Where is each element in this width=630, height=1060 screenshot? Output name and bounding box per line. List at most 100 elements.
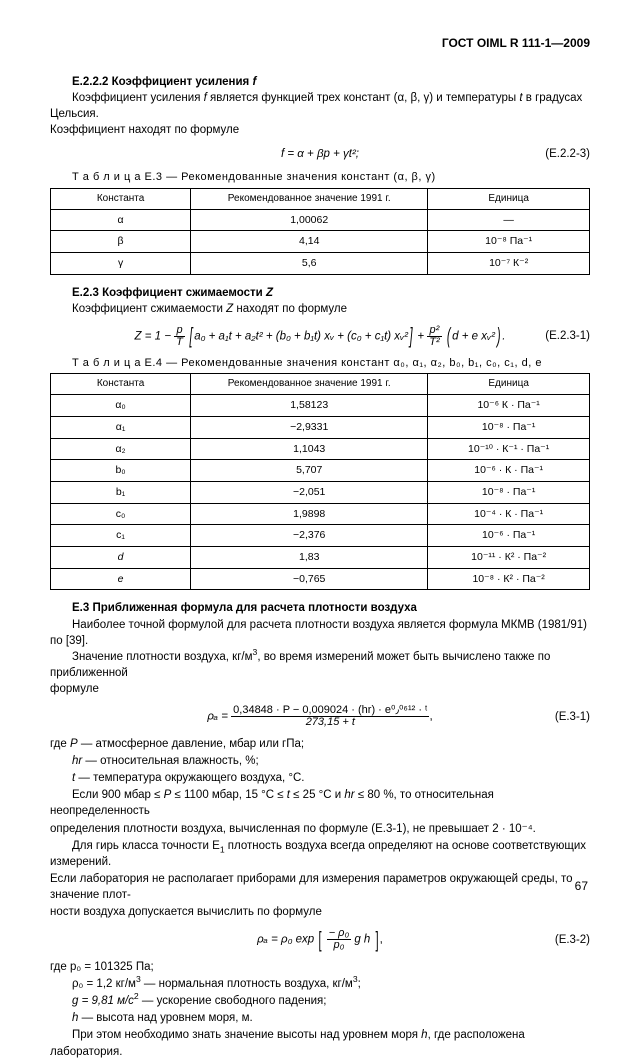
eq-num: (Е.2.3-1)	[506, 328, 591, 344]
sym: P	[70, 738, 78, 750]
table-row: b₁−2,05110⁻⁸ · Па⁻¹	[51, 482, 590, 504]
page-number: 67	[575, 878, 588, 895]
cell: α₀	[51, 395, 191, 417]
cell: —	[428, 209, 590, 231]
cell: 10⁻¹¹ · К² · Па⁻²	[428, 547, 590, 569]
section-e3-heading: Е.3 Приближенная формула для расчета пло…	[50, 600, 590, 616]
lhs: ρₐ = ρ₀ exp	[257, 934, 314, 946]
th-const: Константа	[51, 374, 191, 395]
table-e3: Константа Рекомендованное значение 1991 …	[50, 188, 590, 275]
frac-pT: pT	[174, 325, 185, 348]
text: — относительная влажность, %;	[82, 755, 258, 767]
e222-p1: Коэффициент усиления f является функцией…	[50, 90, 590, 122]
eq-body: ρₐ = 0,34848 · P − 0,009024 · (hr) · e⁰٫…	[207, 705, 432, 728]
formula-e231: Z = 1 − pT [a₀ + a₁t + a₂t² + (b₀ + b₁t)…	[50, 325, 590, 348]
text: Значение плотности воздуха, кг/м	[72, 651, 253, 663]
text: — нормальная плотность воздуха, кг/м	[141, 978, 353, 990]
frac: − ρ₀p₀	[327, 928, 351, 951]
formula-e223: f = α + βp + γt²; (Е.2.2-3)	[50, 146, 590, 162]
text: ≤ 1100 мбар, 15 °С ≤	[171, 789, 287, 801]
table-row: α1,00062—	[51, 209, 590, 231]
eq-body: ρₐ = ρ₀ exp [ − ρ₀p₀ g h ],	[257, 928, 383, 951]
cell: −2,9331	[191, 416, 428, 438]
cell: 5,707	[191, 460, 428, 482]
doc-id: ГОСТ OIML R 111-1—2009	[50, 35, 590, 52]
cell: 1,1043	[191, 438, 428, 460]
plus: +	[417, 330, 427, 342]
cell: γ	[51, 253, 191, 275]
text: ≤ 25 °С и	[290, 789, 344, 801]
cell: c₁	[51, 525, 191, 547]
cell: 10⁻⁴ · К · Па⁻¹	[428, 503, 590, 525]
cell: −0,765	[191, 568, 428, 590]
text: является функцией трех констант (α, β, γ…	[207, 92, 520, 104]
cell: 4,14	[191, 231, 428, 253]
formula-e32: ρₐ = ρ₀ exp [ − ρ₀p₀ g h ], (Е.3-2)	[50, 928, 590, 951]
eq-num: (Е.3-1)	[433, 709, 590, 725]
text: ρ₀ = 1,2 кг/м	[72, 978, 136, 990]
eq-num: (Е.2.2-3)	[359, 146, 590, 162]
cell: 10⁻¹⁰ · К⁻¹ · Па⁻¹	[428, 438, 590, 460]
section-e222-heading: Е.2.2.2 Коэффициент усиления f	[50, 74, 590, 90]
cell: 1,00062	[191, 209, 428, 231]
text: — ускорение свободного падения;	[139, 995, 327, 1007]
mid2: d + e xᵥ²	[452, 330, 495, 342]
lhs: Z = 1 −	[135, 330, 175, 342]
table-row: α₀1,5812310⁻⁶ К · Па⁻¹	[51, 395, 590, 417]
section-num: Е.2.3	[72, 287, 99, 299]
text: где p₀ = 101325 Па;	[50, 959, 590, 975]
cell: c₀	[51, 503, 191, 525]
text: — высота над уровнем моря, м.	[78, 1012, 252, 1024]
section-num: Е.3	[72, 602, 89, 614]
table-header-row: Константа Рекомендованное значение 1991 …	[51, 374, 590, 395]
vars-block-1: где P — атмосферное давление, мбар или г…	[50, 736, 590, 920]
table-row: γ5,610⁻⁷ К⁻²	[51, 253, 590, 275]
cell: 10⁻⁸ Па⁻¹	[428, 231, 590, 253]
th-val: Рекомендованное значение 1991 г.	[191, 188, 428, 209]
text: ;	[358, 978, 361, 990]
cell: e	[51, 568, 191, 590]
text: Коэффициент усиления	[72, 92, 204, 104]
cell: −2,376	[191, 525, 428, 547]
text: g = 9,81 м/с	[72, 995, 134, 1007]
table-e4: Константа Рекомендованное значение 1991 …	[50, 373, 590, 590]
e23-p1: Коэффициент сжимаемости Z находят по фор…	[50, 301, 590, 317]
lhs: ρₐ =	[207, 711, 231, 723]
table-row: e−0,76510⁻⁸ · К² · Па⁻²	[51, 568, 590, 590]
cell: β	[51, 231, 191, 253]
mid: a₀ + a₁t + a₂t² + (b₀ + b₁t) xᵥ + (c₀ + …	[194, 330, 408, 342]
eq-text: f = α + βp + γt²;	[281, 146, 359, 162]
cell: 10⁻⁶ · К · Па⁻¹	[428, 460, 590, 482]
eq-num: (Е.3-2)	[383, 932, 590, 948]
cell: 10⁻⁸ · Па⁻¹	[428, 482, 590, 504]
cell: −2,051	[191, 482, 428, 504]
table-e4-caption: Т а б л и ц а Е.4 — Рекомендованные знач…	[50, 356, 590, 371]
e3-p3: формуле	[50, 681, 590, 697]
section-sym: Z	[266, 287, 273, 299]
text: определения плотности воздуха, вычисленн…	[50, 821, 590, 837]
e222-p2: Коэффициент находят по формуле	[50, 122, 590, 138]
table-header-row: Константа Рекомендованное значение 1991 …	[51, 188, 590, 209]
cell: 1,83	[191, 547, 428, 569]
frac-p2T2: p²T²	[427, 325, 441, 348]
cell: d	[51, 547, 191, 569]
text: Коэффициент сжимаемости	[72, 303, 226, 315]
cell: b₀	[51, 460, 191, 482]
text: находят по формуле	[233, 303, 347, 315]
text: — атмосферное давление, мбар или гПа;	[78, 738, 304, 750]
sym: hr	[344, 789, 354, 801]
text: Для гирь класса точности E	[72, 840, 220, 852]
text: где	[50, 738, 70, 750]
text: Если лаборатория не располагает приборам…	[50, 871, 590, 903]
cell: 10⁻⁷ К⁻²	[428, 253, 590, 275]
table-row: c₀1,989810⁻⁴ · К · Па⁻¹	[51, 503, 590, 525]
section-title: Коэффициент сжимаемости	[102, 287, 263, 299]
cell: 5,6	[191, 253, 428, 275]
cell: α₂	[51, 438, 191, 460]
section-e23-heading: Е.2.3 Коэффициент сжимаемости Z	[50, 285, 590, 301]
section-sym: f	[252, 76, 256, 88]
section-num: Е.2.2.2	[72, 76, 108, 88]
section-title: Коэффициент усиления	[112, 76, 250, 88]
sym: hr	[72, 755, 82, 767]
tail: g h	[354, 934, 370, 946]
